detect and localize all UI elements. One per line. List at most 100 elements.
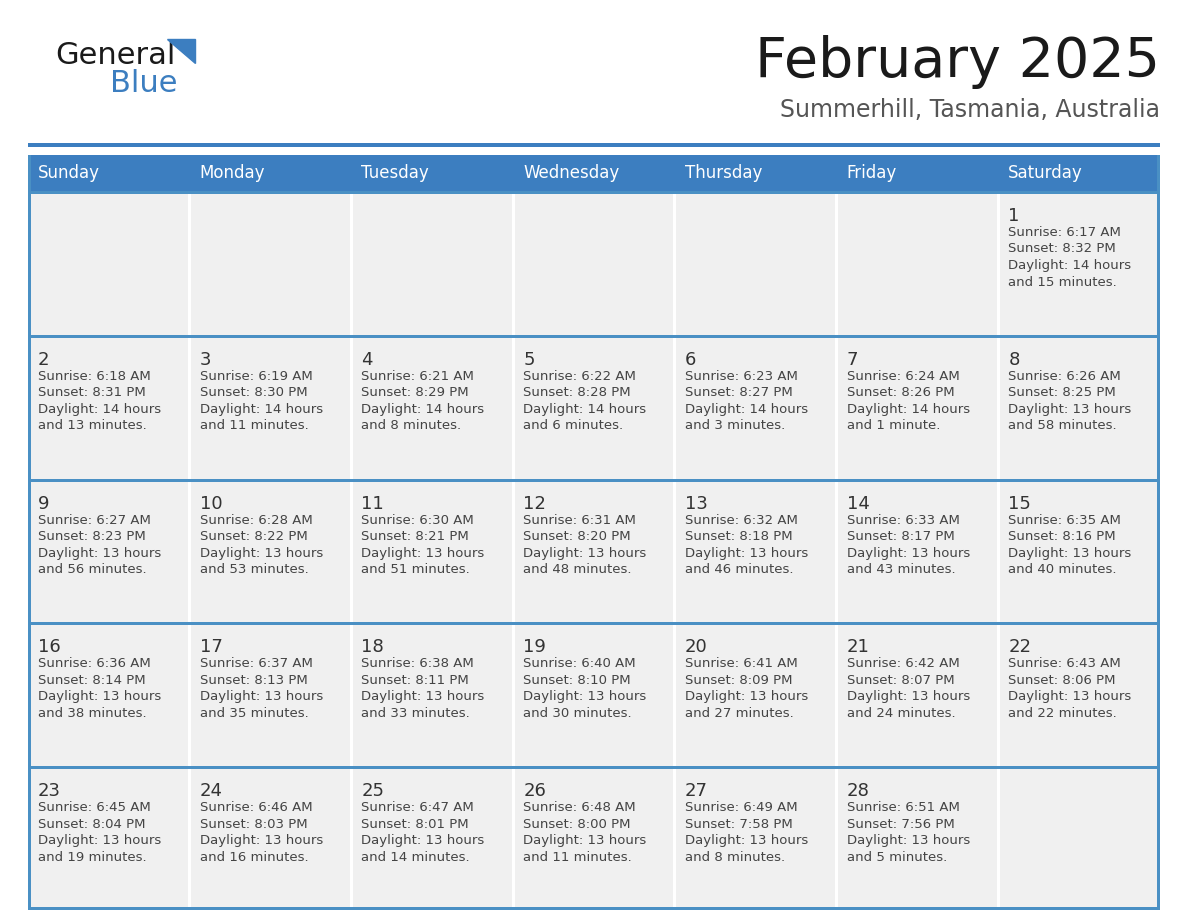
Text: Sunset: 8:22 PM: Sunset: 8:22 PM — [200, 530, 308, 543]
Text: Sunrise: 6:47 AM: Sunrise: 6:47 AM — [361, 801, 474, 814]
Text: Sunset: 8:14 PM: Sunset: 8:14 PM — [38, 674, 146, 687]
Text: 17: 17 — [200, 638, 222, 656]
Text: Sunrise: 6:45 AM: Sunrise: 6:45 AM — [38, 801, 151, 814]
Text: Sunset: 8:31 PM: Sunset: 8:31 PM — [38, 386, 146, 399]
Text: Daylight: 13 hours: Daylight: 13 hours — [523, 690, 646, 703]
Bar — [190, 194, 352, 335]
Text: Daylight: 13 hours: Daylight: 13 hours — [200, 546, 323, 560]
Text: and 1 minute.: and 1 minute. — [847, 420, 940, 432]
Text: Sunset: 8:25 PM: Sunset: 8:25 PM — [1009, 386, 1116, 399]
Text: and 43 minutes.: and 43 minutes. — [847, 563, 955, 577]
Bar — [352, 338, 513, 478]
Text: Daylight: 13 hours: Daylight: 13 hours — [38, 834, 162, 847]
Text: and 8 minutes.: and 8 minutes. — [684, 851, 785, 864]
Bar — [997, 769, 1000, 910]
Bar — [674, 194, 676, 335]
Text: 6: 6 — [684, 351, 696, 369]
Text: Sunrise: 6:48 AM: Sunrise: 6:48 AM — [523, 801, 636, 814]
Text: and 15 minutes.: and 15 minutes. — [1009, 275, 1117, 288]
Text: 19: 19 — [523, 638, 546, 656]
Bar — [188, 338, 191, 478]
Text: and 11 minutes.: and 11 minutes. — [523, 851, 632, 864]
Text: Daylight: 13 hours: Daylight: 13 hours — [38, 546, 162, 560]
Text: 10: 10 — [200, 495, 222, 512]
Text: 1: 1 — [1009, 207, 1019, 225]
Text: Sunset: 7:58 PM: Sunset: 7:58 PM — [684, 818, 792, 831]
Text: Sunset: 8:29 PM: Sunset: 8:29 PM — [361, 386, 469, 399]
Text: Sunday: Sunday — [38, 164, 100, 182]
Bar — [29, 155, 1159, 191]
Text: Daylight: 13 hours: Daylight: 13 hours — [1009, 690, 1131, 703]
Text: 9: 9 — [38, 495, 50, 512]
Bar — [675, 769, 836, 910]
Text: Sunset: 8:01 PM: Sunset: 8:01 PM — [361, 818, 469, 831]
Text: 27: 27 — [684, 782, 708, 800]
Text: Sunset: 8:03 PM: Sunset: 8:03 PM — [200, 818, 308, 831]
Text: and 51 minutes.: and 51 minutes. — [361, 563, 470, 577]
Text: Sunset: 8:16 PM: Sunset: 8:16 PM — [1009, 530, 1116, 543]
Text: and 27 minutes.: and 27 minutes. — [684, 707, 794, 720]
Bar — [997, 625, 1000, 767]
Text: 20: 20 — [684, 638, 708, 656]
Text: and 58 minutes.: and 58 minutes. — [1009, 420, 1117, 432]
Bar — [835, 338, 838, 478]
Text: Daylight: 13 hours: Daylight: 13 hours — [38, 690, 162, 703]
Text: Saturday: Saturday — [1009, 164, 1083, 182]
Bar — [998, 482, 1159, 622]
Text: 16: 16 — [38, 638, 61, 656]
Text: Daylight: 13 hours: Daylight: 13 hours — [847, 834, 969, 847]
Text: Daylight: 14 hours: Daylight: 14 hours — [684, 403, 808, 416]
Text: 14: 14 — [847, 495, 870, 512]
Bar — [352, 194, 513, 335]
Text: and 40 minutes.: and 40 minutes. — [1009, 563, 1117, 577]
Bar — [675, 482, 836, 622]
Text: and 11 minutes.: and 11 minutes. — [200, 420, 309, 432]
Text: Monday: Monday — [200, 164, 265, 182]
Text: Sunrise: 6:27 AM: Sunrise: 6:27 AM — [38, 513, 151, 527]
Bar — [675, 194, 836, 335]
Bar — [512, 194, 514, 335]
Text: and 46 minutes.: and 46 minutes. — [684, 563, 794, 577]
Bar — [350, 338, 353, 478]
Text: and 16 minutes.: and 16 minutes. — [200, 851, 309, 864]
Bar — [29, 335, 1159, 338]
Text: and 5 minutes.: and 5 minutes. — [847, 851, 947, 864]
Text: Sunset: 8:04 PM: Sunset: 8:04 PM — [38, 818, 145, 831]
Text: Daylight: 13 hours: Daylight: 13 hours — [1009, 546, 1131, 560]
Text: Sunrise: 6:42 AM: Sunrise: 6:42 AM — [847, 657, 960, 670]
Text: Daylight: 13 hours: Daylight: 13 hours — [361, 546, 485, 560]
Text: Daylight: 13 hours: Daylight: 13 hours — [684, 690, 808, 703]
Bar — [190, 338, 352, 478]
Bar — [29, 155, 31, 910]
Text: Sunrise: 6:22 AM: Sunrise: 6:22 AM — [523, 370, 636, 383]
Bar — [674, 482, 676, 622]
Polygon shape — [168, 39, 195, 63]
Text: Daylight: 14 hours: Daylight: 14 hours — [847, 403, 969, 416]
Text: and 53 minutes.: and 53 minutes. — [200, 563, 309, 577]
Text: and 35 minutes.: and 35 minutes. — [200, 707, 309, 720]
Bar — [512, 625, 514, 767]
Text: 13: 13 — [684, 495, 708, 512]
Bar — [674, 625, 676, 767]
Bar — [29, 143, 1159, 147]
Text: Sunset: 8:21 PM: Sunset: 8:21 PM — [361, 530, 469, 543]
Text: 2: 2 — [38, 351, 50, 369]
Text: Sunrise: 6:17 AM: Sunrise: 6:17 AM — [1009, 226, 1121, 239]
Text: Sunrise: 6:51 AM: Sunrise: 6:51 AM — [847, 801, 960, 814]
Bar — [835, 769, 838, 910]
Text: Daylight: 14 hours: Daylight: 14 hours — [523, 403, 646, 416]
Bar — [512, 482, 514, 622]
Bar — [835, 482, 838, 622]
Bar — [997, 338, 1000, 478]
Text: Sunrise: 6:21 AM: Sunrise: 6:21 AM — [361, 370, 474, 383]
Text: and 14 minutes.: and 14 minutes. — [361, 851, 470, 864]
Text: 11: 11 — [361, 495, 384, 512]
Text: 21: 21 — [847, 638, 870, 656]
Text: and 38 minutes.: and 38 minutes. — [38, 707, 146, 720]
Bar — [836, 338, 998, 478]
Text: Daylight: 13 hours: Daylight: 13 hours — [523, 834, 646, 847]
Text: Daylight: 13 hours: Daylight: 13 hours — [200, 834, 323, 847]
Text: Daylight: 13 hours: Daylight: 13 hours — [361, 690, 485, 703]
Text: Sunset: 8:00 PM: Sunset: 8:00 PM — [523, 818, 631, 831]
Bar — [835, 625, 838, 767]
